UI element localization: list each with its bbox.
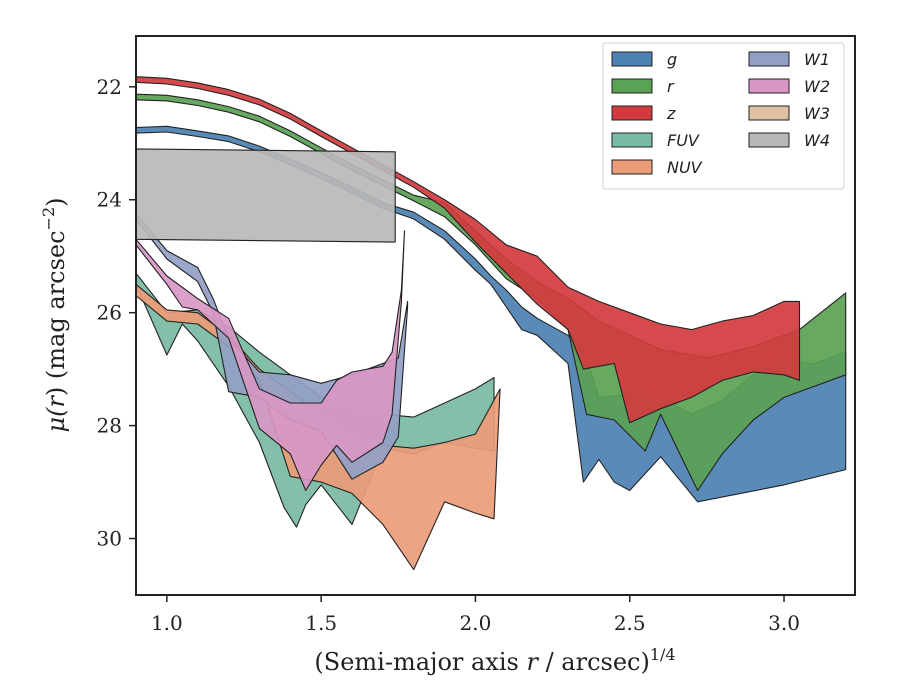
plot-frame <box>135 35 856 596</box>
y-axis-title: μ(r) (mag arcsec−2) <box>39 197 70 432</box>
legend-label-w3: W3 <box>804 104 830 123</box>
y-tick-label: 22 <box>97 75 122 99</box>
legend-label-z: z <box>666 104 676 123</box>
y-tick-label: 24 <box>97 188 122 212</box>
legend-swatch-g <box>611 51 653 67</box>
legend-label-g: g <box>667 50 677 69</box>
legend-label-w2: W2 <box>804 77 830 96</box>
x-tick-label: 1.5 <box>305 611 337 635</box>
legend-swatch-w2 <box>748 78 790 94</box>
legend-label-fuv: FUV <box>667 131 700 150</box>
x-tick-label: 2.5 <box>614 611 646 635</box>
x-tick-label: 2.0 <box>460 611 492 635</box>
legend-swatch-r <box>611 78 653 94</box>
legend-swatch-fuv <box>611 132 653 148</box>
band-w4 <box>136 148 396 243</box>
y-tick-label: 26 <box>97 301 122 325</box>
legend-swatch-w3 <box>748 105 790 121</box>
y-tick-label: 30 <box>97 527 122 551</box>
legend-label-nuv: NUV <box>667 158 703 177</box>
legend-swatch-w4 <box>748 132 790 148</box>
legend-label-w4: W4 <box>804 131 830 150</box>
legend-swatch-nuv <box>611 159 653 175</box>
legend: grz FUV NUV W1 W2 W3 W4 <box>602 42 845 190</box>
y-axis: 22 24 26 28 30 <box>97 75 136 551</box>
x-axis: 1.0 1.5 2.0 2.5 3.0 <box>151 595 800 635</box>
legend-swatch-z <box>611 105 653 121</box>
legend-label-r: r <box>667 77 675 96</box>
x-axis-title: (Semi-major axis r / arcsec)1/4 <box>314 645 675 676</box>
x-tick-label: 3.0 <box>768 611 800 635</box>
y-tick-label: 28 <box>97 414 122 438</box>
legend-label-w1: W1 <box>804 50 830 69</box>
band-w2 <box>136 230 406 492</box>
legend-swatch-w1 <box>748 51 790 67</box>
x-tick-label: 1.0 <box>151 611 183 635</box>
data-bands <box>136 76 847 571</box>
